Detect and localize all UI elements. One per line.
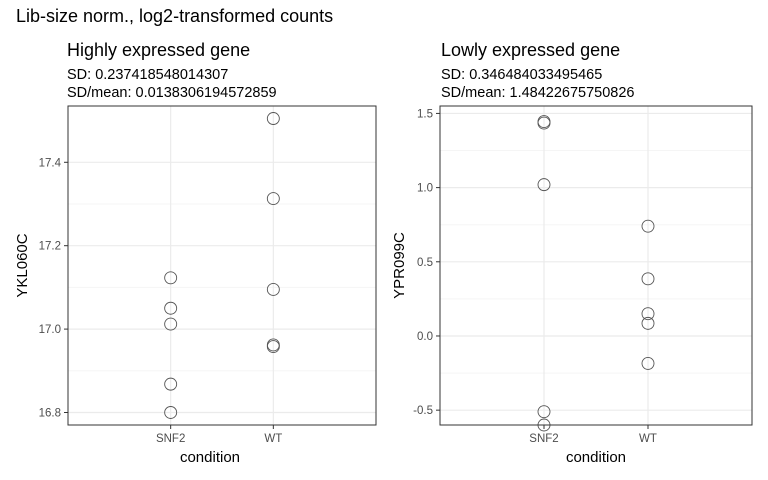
data-point <box>641 307 655 321</box>
x-tick-label: WT <box>264 433 282 445</box>
panel-subtitle: SD: 0.237418548014307 <box>67 67 228 83</box>
y-axis-label: YPR099C <box>391 232 408 299</box>
x-axis-label: condition <box>180 449 240 466</box>
data-point <box>537 116 551 130</box>
panel-subtitle: SD/mean: 1.48422675750826 <box>441 85 635 101</box>
x-tick-label: SNF2 <box>156 433 185 445</box>
data-point <box>164 406 178 419</box>
figure-title: Lib-size norm., log2-transformed counts <box>16 6 333 26</box>
data-point <box>266 192 280 206</box>
data-point <box>641 356 655 370</box>
data-point <box>164 301 178 315</box>
data-point <box>641 316 655 330</box>
y-tick-label: 16.8 <box>39 407 61 419</box>
data-point <box>266 112 280 125</box>
x-tick-label: WT <box>639 433 657 445</box>
data-point <box>164 271 178 285</box>
data-point <box>641 272 655 286</box>
x-axis-label: condition <box>566 449 626 466</box>
data-point <box>537 178 551 192</box>
y-axis-label: YKL060C <box>14 233 31 297</box>
data-point <box>537 405 551 419</box>
x-tick-label: SNF2 <box>529 433 558 445</box>
panel-title: Highly expressed gene <box>67 40 250 60</box>
y-tick-label: 1.5 <box>417 108 433 120</box>
y-tick-label: 0.0 <box>417 331 433 343</box>
y-tick-label: 17.4 <box>39 157 62 169</box>
y-tick-label: -0.5 <box>413 405 433 417</box>
data-point <box>641 219 655 233</box>
panel-border <box>67 105 377 426</box>
panel-title: Lowly expressed gene <box>441 40 620 60</box>
panel-subtitle: SD/mean: 0.0138306194572859 <box>67 85 277 101</box>
panel-subtitle: SD: 0.346484033495465 <box>441 67 602 83</box>
data-point <box>266 340 280 354</box>
panel-border <box>439 105 753 426</box>
y-tick-label: 17.2 <box>39 241 61 253</box>
y-tick-label: 1.0 <box>417 183 433 195</box>
data-point <box>164 317 178 331</box>
data-point <box>164 377 178 391</box>
y-tick-label: 0.5 <box>417 257 433 269</box>
data-point <box>266 283 280 296</box>
y-tick-label: 17.0 <box>39 324 61 336</box>
